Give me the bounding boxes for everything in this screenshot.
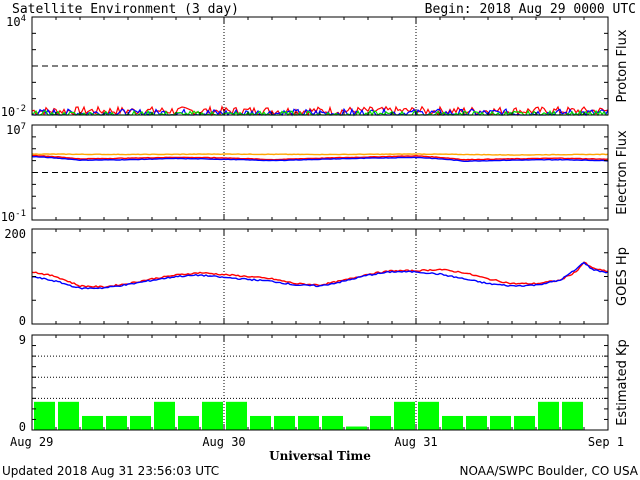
y-axis-label-electron: Electron Flux xyxy=(615,130,630,215)
y-tick-label-top: 9 xyxy=(19,333,26,347)
kp-bar xyxy=(226,401,247,430)
x-tick-label: Aug 30 xyxy=(202,435,245,449)
kp-bar xyxy=(394,401,415,430)
y-axis-label-proton: Proton Flux xyxy=(615,29,630,102)
source-credit: NOAA/SWPC Boulder, CO USA xyxy=(460,464,639,478)
kp-bar xyxy=(250,415,271,430)
kp-bar xyxy=(442,415,463,430)
panels: 104 10-2 Proton Flux 107 10-1 Electron Flux 20… xyxy=(1,14,630,449)
kp-bar xyxy=(154,401,175,430)
kp-bar xyxy=(418,401,439,430)
panel-proton: 104 10-2 Proton Flux xyxy=(1,14,630,119)
y-tick-label-top: 107 xyxy=(6,122,26,137)
kp-bar xyxy=(106,415,127,430)
series-line xyxy=(31,155,609,163)
series-line xyxy=(31,261,609,289)
y-tick-label-bottom: 10-2 xyxy=(1,104,26,119)
panel-frame xyxy=(31,228,609,325)
panel-frame xyxy=(31,16,609,116)
kp-bar xyxy=(514,415,535,430)
panel-frame xyxy=(31,334,609,431)
panel-electron: 107 10-1 Electron Flux xyxy=(1,122,630,224)
updated-timestamp: Updated 2018 Aug 31 23:56:03 UTC xyxy=(2,464,219,478)
panel-kp: 9 0 Estimated Kp xyxy=(19,333,630,434)
y-tick-label-bottom: 10-1 xyxy=(1,209,26,224)
kp-bar xyxy=(58,401,79,430)
series-line xyxy=(31,154,609,161)
kp-bar xyxy=(538,401,559,430)
y-axis-label-hp: GOES Hp xyxy=(615,247,630,306)
kp-bar xyxy=(202,401,223,430)
kp-bar xyxy=(298,415,319,430)
series-line xyxy=(31,261,609,290)
begin-time: Begin: 2018 Aug 29 0000 UTC xyxy=(425,2,636,17)
kp-bar xyxy=(562,401,583,430)
x-tick-label: Aug 31 xyxy=(394,435,437,449)
kp-bar xyxy=(346,426,367,430)
kp-bar xyxy=(82,415,103,430)
kp-bar xyxy=(34,401,55,430)
y-axis-label-kp: Estimated Kp xyxy=(615,339,630,426)
y-tick-label-top: 200 xyxy=(4,227,26,241)
chart-title: Satellite Environment (3 day) xyxy=(12,2,239,17)
x-tick-label: Sep 1 xyxy=(588,435,624,449)
y-tick-label-bottom: 0 xyxy=(19,420,26,434)
kp-bar xyxy=(178,415,199,430)
panel-hp: 200 0 GOES Hp xyxy=(4,227,630,328)
y-tick-label-bottom: 0 xyxy=(19,314,26,328)
kp-bar xyxy=(322,415,343,430)
x-axis-label: Universal Time xyxy=(269,449,371,463)
series-line xyxy=(31,153,609,156)
kp-bar xyxy=(466,415,487,430)
y-tick-label-top: 104 xyxy=(6,14,26,29)
x-tick-label: Aug 29 xyxy=(10,435,53,449)
panel-frame xyxy=(31,124,609,221)
kp-bar xyxy=(130,415,151,430)
kp-bar xyxy=(370,415,391,430)
kp-bar xyxy=(490,415,511,430)
kp-bar xyxy=(274,415,295,430)
